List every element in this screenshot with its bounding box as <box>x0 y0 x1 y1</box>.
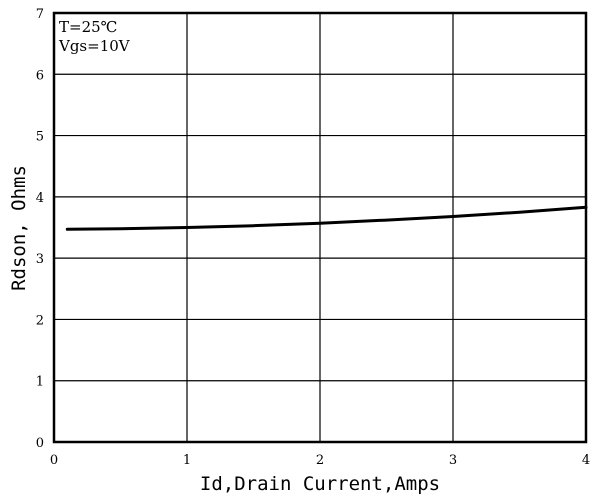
x-tick-labels: 0 1 2 3 4 <box>50 453 590 468</box>
y-tick-label-7: 7 <box>36 7 44 22</box>
y-tick-label-0: 0 <box>36 436 44 451</box>
series-line-0 <box>65 205 588 231</box>
x-tick-label-2: 2 <box>316 453 324 468</box>
y-tick-label-1: 1 <box>36 375 44 390</box>
y-tick-label-2: 2 <box>36 313 44 328</box>
x-tick-label-0: 0 <box>50 453 58 468</box>
x-tick-label-4: 4 <box>582 453 590 468</box>
x-axis-label: Id,Drain Current,Amps <box>200 473 440 495</box>
x-tick-label-3: 3 <box>449 453 457 468</box>
y-tick-label-3: 3 <box>36 252 44 267</box>
annotation-temperature: T=25℃ <box>59 18 117 36</box>
y-tick-label-4: 4 <box>36 191 44 206</box>
y-tick-label-6: 6 <box>36 68 44 83</box>
series-layer <box>65 205 588 231</box>
plot-frame <box>52 11 588 444</box>
x-tick-label-1: 1 <box>183 453 191 468</box>
y-tick-labels: 0 1 2 3 4 5 6 7 <box>36 7 44 451</box>
grid <box>54 13 586 442</box>
y-tick-label-5: 5 <box>36 130 44 145</box>
y-axis-label: Rdson, Ohms <box>8 165 30 291</box>
annotation-vgs: Vgs=10V <box>58 37 131 55</box>
